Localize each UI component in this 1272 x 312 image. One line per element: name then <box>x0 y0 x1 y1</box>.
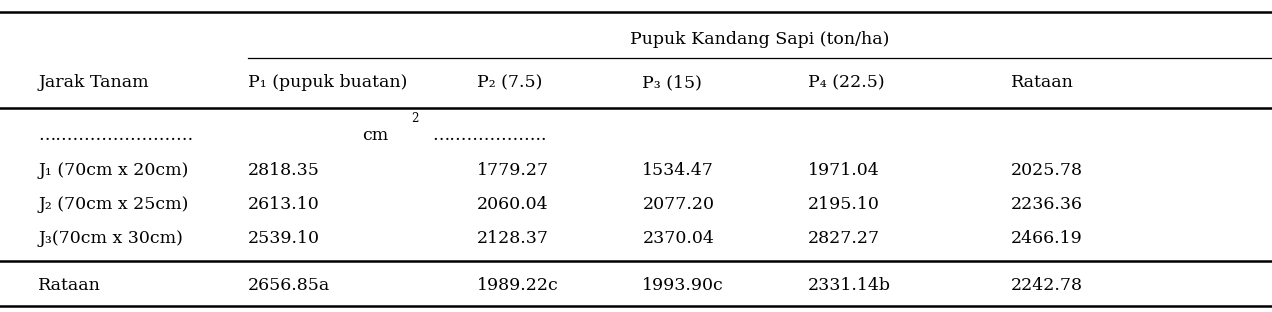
Text: ………………..: ……………….. <box>432 127 547 144</box>
Text: 2060.04: 2060.04 <box>477 196 548 213</box>
Text: P₁ (pupuk buatan): P₁ (pupuk buatan) <box>248 74 407 91</box>
Text: J₁ (70cm x 20cm): J₁ (70cm x 20cm) <box>38 162 188 178</box>
Text: J₂ (70cm x 25cm): J₂ (70cm x 25cm) <box>38 196 188 213</box>
Text: 1993.90c: 1993.90c <box>642 277 724 294</box>
Text: 1989.22c: 1989.22c <box>477 277 558 294</box>
Text: 2656.85a: 2656.85a <box>248 277 331 294</box>
Text: 2370.04: 2370.04 <box>642 230 715 247</box>
Text: 2128.37: 2128.37 <box>477 230 550 247</box>
Text: Rataan: Rataan <box>38 277 100 294</box>
Text: Rataan: Rataan <box>1011 74 1074 91</box>
Text: 1779.27: 1779.27 <box>477 162 550 178</box>
Text: 1971.04: 1971.04 <box>808 162 879 178</box>
Text: P₂ (7.5): P₂ (7.5) <box>477 74 542 91</box>
Text: 2466.19: 2466.19 <box>1011 230 1082 247</box>
Text: 1534.47: 1534.47 <box>642 162 715 178</box>
Text: P₃ (15): P₃ (15) <box>642 74 702 91</box>
Text: 2818.35: 2818.35 <box>248 162 321 178</box>
Text: 2539.10: 2539.10 <box>248 230 321 247</box>
Text: 2: 2 <box>411 112 418 125</box>
Text: cm: cm <box>363 127 389 144</box>
Text: Jarak Tanam: Jarak Tanam <box>38 74 149 91</box>
Text: 2331.14b: 2331.14b <box>808 277 890 294</box>
Text: P₄ (22.5): P₄ (22.5) <box>808 74 884 91</box>
Text: 2195.10: 2195.10 <box>808 196 880 213</box>
Text: 2827.27: 2827.27 <box>808 230 880 247</box>
Text: ………………………: ……………………… <box>38 127 193 144</box>
Text: J₃(70cm x 30cm): J₃(70cm x 30cm) <box>38 230 183 247</box>
Text: 2077.20: 2077.20 <box>642 196 715 213</box>
Text: 2613.10: 2613.10 <box>248 196 319 213</box>
Text: Pupuk Kandang Sapi (ton/ha): Pupuk Kandang Sapi (ton/ha) <box>631 31 889 47</box>
Text: 2025.78: 2025.78 <box>1011 162 1084 178</box>
Text: 2242.78: 2242.78 <box>1011 277 1084 294</box>
Text: 2236.36: 2236.36 <box>1011 196 1084 213</box>
